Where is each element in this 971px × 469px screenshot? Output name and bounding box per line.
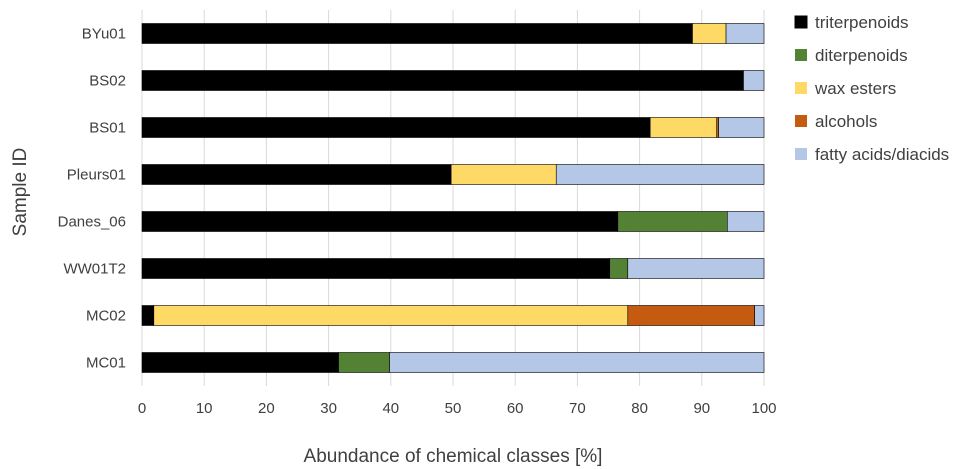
bar-fatty-acids-diacids (718, 117, 765, 138)
y-tick-labels: BYu01 BS02 BS01 Pleurs01 Danes_06 WW01T2 MC02 M… (58, 26, 126, 372)
bar-fatty-acids-diacids (743, 70, 765, 91)
legend-label: fatty acids/diacids (815, 145, 949, 164)
bar-fatty-acids-diacids (725, 23, 765, 44)
x-tick-label: 60 (507, 400, 524, 417)
y-tick-label: BYu01 (82, 26, 126, 43)
bar-fatty-acids-diacids (727, 211, 765, 232)
bar-fatty-acids-diacids (389, 352, 765, 373)
y-tick-label: BS02 (89, 73, 126, 90)
x-tick-label: 90 (693, 400, 710, 417)
bar-triterpenoids (141, 211, 619, 232)
bar-diterpenoids (617, 211, 728, 232)
x-tick-label: 0 (138, 400, 146, 417)
y-tick-label: MC01 (86, 355, 126, 372)
y-tick-label: MC02 (86, 308, 126, 325)
x-tick-label: 30 (320, 400, 337, 417)
x-tick-label: 100 (751, 400, 776, 417)
bar-wax-esters (692, 23, 727, 44)
bar-triterpenoids (141, 305, 155, 326)
legend-swatch (795, 82, 807, 94)
x-axis-title: Abundance of chemical classes [%] (304, 446, 603, 467)
bar-diterpenoids (609, 258, 629, 279)
bar-triterpenoids (141, 164, 452, 185)
gridlines (141, 10, 765, 386)
legend-swatch (795, 49, 807, 61)
x-tick-label: 20 (258, 400, 275, 417)
x-tick-label: 10 (196, 400, 213, 417)
legend-label: diterpenoids (815, 46, 908, 65)
y-tick-label: BS01 (89, 120, 126, 137)
legend-label: triterpenoids (815, 13, 909, 32)
bar-wax-esters (649, 117, 718, 138)
bar-triterpenoids (141, 23, 693, 44)
bar-triterpenoids (141, 117, 651, 138)
bar-fatty-acids-diacids (627, 258, 765, 279)
bar-fatty-acids-diacids (754, 305, 765, 326)
legend-swatch (795, 148, 807, 160)
x-tick-labels: 0 10 20 30 40 50 60 70 80 90 100 (138, 400, 777, 417)
legend-label: wax esters (814, 79, 896, 98)
y-tick-label: Pleurs01 (67, 167, 126, 184)
bar-triterpenoids (141, 258, 611, 279)
x-tick-label: 80 (631, 400, 648, 417)
y-tick-label: WW01T2 (63, 261, 126, 278)
bars (141, 23, 765, 373)
bar-diterpenoids (338, 352, 390, 373)
x-tick-label: 40 (382, 400, 399, 417)
legend-label: alcohols (815, 112, 877, 131)
y-axis-title: Sample ID (10, 148, 31, 237)
x-tick-label: 70 (569, 400, 586, 417)
bar-alcohols (627, 305, 755, 326)
bar-triterpenoids (141, 352, 339, 373)
legend-swatch (794, 15, 808, 29)
bar-wax-esters (450, 164, 557, 185)
bar-wax-esters (153, 305, 629, 326)
bar-triterpenoids (141, 70, 744, 91)
x-tick-label: 50 (445, 400, 462, 417)
legend: triterpenoids diterpenoids wax esters alcoh… (794, 13, 949, 164)
y-tick-label: Danes_06 (58, 214, 126, 231)
legend-swatch (795, 115, 807, 127)
bar-fatty-acids-diacids (555, 164, 765, 185)
